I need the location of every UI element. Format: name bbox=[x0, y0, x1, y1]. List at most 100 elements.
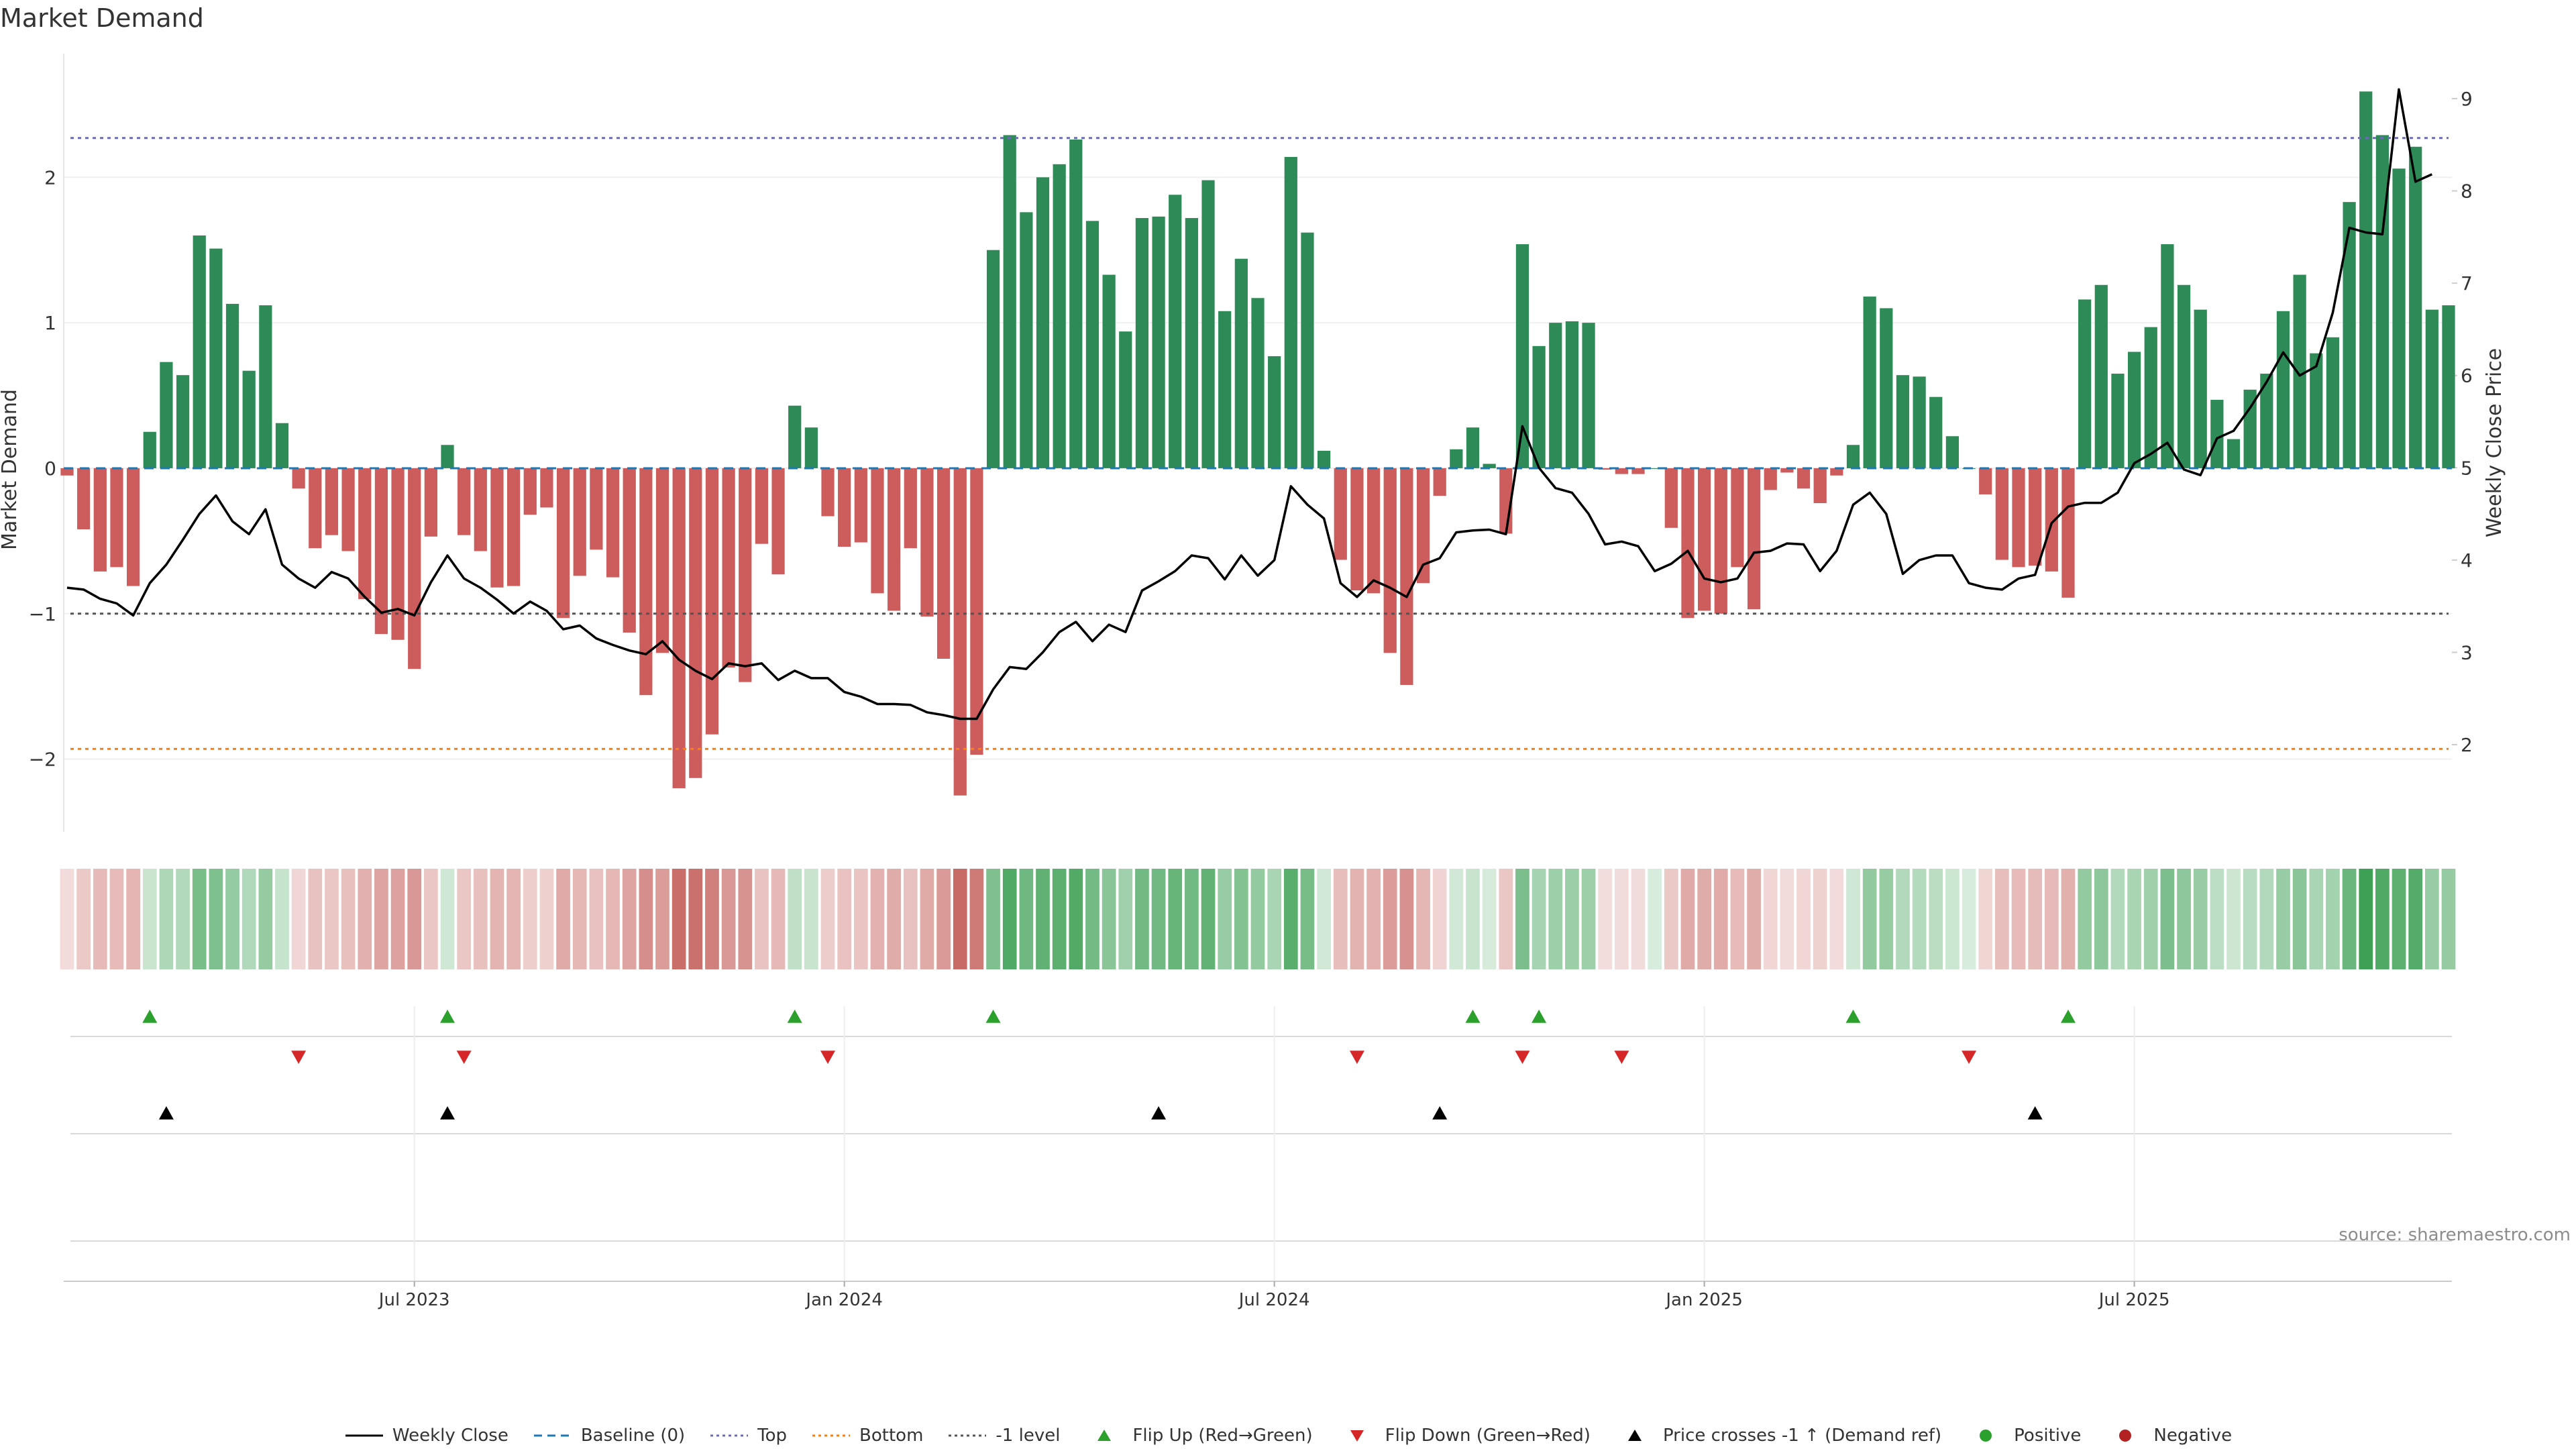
demand-bar-positive bbox=[1301, 232, 1314, 468]
heat-cell-positive bbox=[986, 869, 1000, 969]
heat-cell-negative bbox=[1631, 869, 1646, 969]
heat-cell-negative bbox=[672, 869, 686, 969]
price-cross-marker bbox=[1432, 1106, 1448, 1120]
legend-item: Price crosses -1 ↑ (Demand ref) bbox=[1615, 1426, 1941, 1446]
legend-label: Negative bbox=[2153, 1426, 2233, 1446]
demand-bar-negative bbox=[1979, 468, 1992, 494]
heat-cell-negative bbox=[2011, 869, 2026, 969]
heat-cell-negative bbox=[1416, 869, 1430, 969]
right-tick-label: 4 bbox=[2461, 549, 2473, 572]
flip-up-marker bbox=[787, 1010, 802, 1023]
demand-bar-negative bbox=[1631, 468, 1645, 474]
legend-label: Bottom bbox=[859, 1426, 924, 1446]
demand-bar-negative bbox=[523, 468, 537, 515]
demand-bar-negative bbox=[888, 468, 901, 611]
heat-cell-negative bbox=[920, 869, 934, 969]
heat-cell-negative bbox=[126, 869, 140, 969]
heat-cell-negative bbox=[325, 869, 339, 969]
demand-bar-positive bbox=[1185, 218, 1199, 468]
legend-item: Top bbox=[709, 1426, 787, 1446]
heat-cell-negative bbox=[655, 869, 669, 969]
legend-label: Price crosses -1 ↑ (Demand ref) bbox=[1662, 1426, 1942, 1446]
demand-bar-positive bbox=[2127, 352, 2141, 468]
legend-item: Negative bbox=[2105, 1426, 2232, 1446]
demand-bar-positive bbox=[1945, 436, 1960, 468]
demand-bar-negative bbox=[722, 468, 735, 667]
heat-cell-positive bbox=[1052, 869, 1067, 969]
heat-cell-positive bbox=[1846, 869, 1860, 969]
heat-cell-negative bbox=[2028, 869, 2043, 969]
demand-bar-positive bbox=[2326, 337, 2340, 468]
heat-cell-negative bbox=[936, 869, 951, 969]
heat-cell-positive bbox=[1532, 869, 1546, 969]
heat-cell-negative bbox=[969, 869, 984, 969]
demand-bar-positive bbox=[1450, 449, 1463, 468]
demand-bar-negative bbox=[358, 468, 372, 600]
heat-cell-positive bbox=[209, 869, 223, 969]
heat-cell-positive bbox=[440, 869, 455, 969]
heat-cell-negative bbox=[1978, 869, 1993, 969]
level-lines bbox=[64, 137, 2452, 750]
demand-bar-negative bbox=[1664, 468, 1678, 528]
heat-cell-positive bbox=[1862, 869, 1877, 969]
legend-label: -1 level bbox=[996, 1426, 1061, 1446]
legend-item: Bottom bbox=[811, 1426, 923, 1446]
heat-cell-negative bbox=[390, 869, 405, 969]
demand-bar-positive bbox=[2226, 439, 2241, 468]
heat-cell-positive bbox=[1234, 869, 1248, 969]
demand-bar-positive bbox=[160, 362, 173, 468]
flip-up-marker bbox=[985, 1010, 1001, 1023]
heat-cell-negative bbox=[473, 869, 488, 969]
demand-bar-positive bbox=[1846, 445, 1860, 468]
flip-up-marker bbox=[2060, 1010, 2076, 1023]
demand-bar-negative bbox=[556, 468, 570, 619]
heat-cell-negative bbox=[1499, 869, 1513, 969]
heat-cell-negative bbox=[1680, 869, 1695, 969]
heat-cell-negative bbox=[1697, 869, 1711, 969]
demand-bar-positive bbox=[1218, 311, 1232, 468]
heat-cell-positive bbox=[1201, 869, 1216, 969]
legend-label: Baseline (0) bbox=[580, 1426, 686, 1446]
demand-bar-negative bbox=[110, 468, 123, 568]
demand-bar-negative bbox=[705, 468, 719, 735]
legend-item: -1 level bbox=[947, 1426, 1060, 1446]
demand-bar-positive bbox=[1234, 258, 1248, 468]
heat-cell-positive bbox=[1565, 869, 1579, 969]
weekly-close-series bbox=[66, 88, 2433, 720]
right-tick-label: 5 bbox=[2461, 457, 2473, 479]
demand-bar-positive bbox=[1268, 356, 1281, 468]
heat-cell-negative bbox=[523, 869, 537, 969]
demand-bar-positive bbox=[804, 427, 818, 468]
heat-cell-positive bbox=[2094, 869, 2108, 969]
demand-bar-negative bbox=[590, 468, 603, 550]
heat-cell-positive bbox=[2127, 869, 2141, 969]
left-tick-label: −2 bbox=[29, 749, 56, 771]
heat-cell-positive bbox=[2375, 869, 2390, 969]
left-axis-label: Market Demand bbox=[0, 389, 21, 550]
demand-bar-positive bbox=[2276, 311, 2290, 468]
heat-cell-positive bbox=[1036, 869, 1050, 969]
heat-cell-negative bbox=[1763, 869, 1778, 969]
price-cross-marker bbox=[2027, 1106, 2043, 1120]
source-note: source: sharemaestro.com bbox=[2339, 1225, 2571, 1245]
flip-up-marker bbox=[142, 1010, 158, 1023]
legend-symbol bbox=[1615, 1429, 1655, 1442]
left-tick-label: 2 bbox=[44, 166, 56, 189]
demand-bar-negative bbox=[1747, 468, 1761, 610]
demand-bar-positive bbox=[788, 405, 802, 468]
demand-bar-positive bbox=[1119, 331, 1132, 468]
demand-bar-negative bbox=[623, 468, 636, 633]
demand-bar-positive bbox=[2425, 309, 2438, 468]
demand-bar-negative bbox=[672, 468, 686, 788]
heat-cell-negative bbox=[341, 869, 356, 969]
heat-cell-positive bbox=[1267, 869, 1282, 969]
demand-bar-negative bbox=[458, 468, 471, 535]
legend-item: Baseline (0) bbox=[533, 1426, 685, 1446]
heat-cell-negative bbox=[1780, 869, 1794, 969]
demand-bar-negative bbox=[1366, 468, 1381, 594]
demand-bar-positive bbox=[441, 445, 454, 468]
demand-bar-negative bbox=[1416, 468, 1430, 584]
legend-item: Weekly Close bbox=[344, 1426, 508, 1446]
demand-bar-positive bbox=[2144, 327, 2157, 468]
flip-up-marker bbox=[1845, 1010, 1861, 1023]
